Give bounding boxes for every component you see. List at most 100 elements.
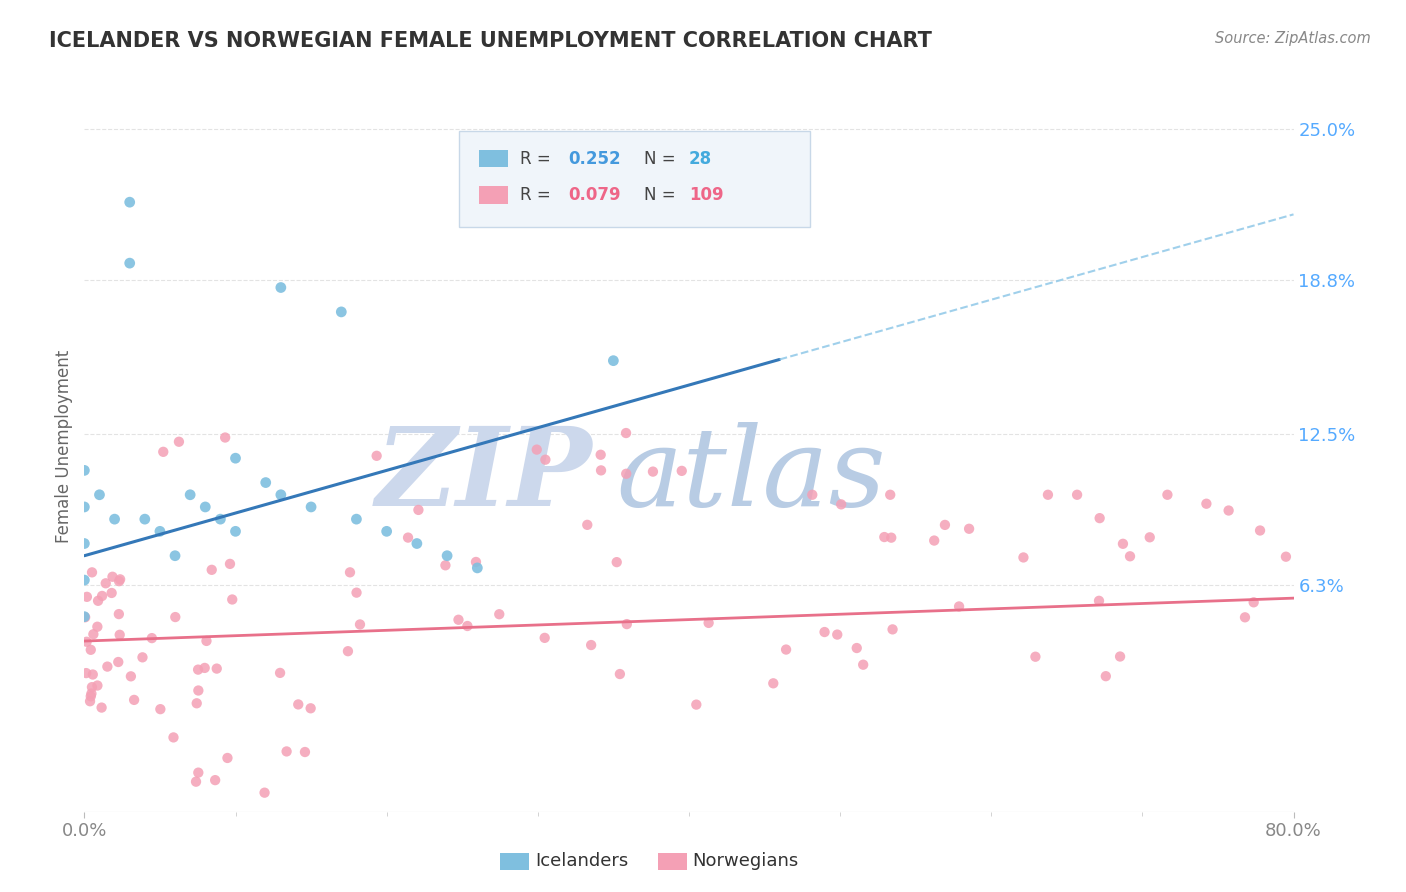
Point	[408, 503, 430, 517]
Text: N =: N =	[644, 186, 681, 204]
Point	[73, 609, 96, 624]
Point	[576, 517, 599, 532]
Point	[434, 558, 457, 573]
Point	[685, 698, 707, 712]
Point	[1233, 610, 1256, 624]
Point	[96, 659, 118, 673]
Point	[456, 619, 478, 633]
Point	[339, 566, 361, 580]
Point	[219, 557, 242, 571]
Point	[186, 696, 208, 710]
Point	[1218, 503, 1240, 517]
Point	[253, 786, 276, 800]
Point	[79, 694, 101, 708]
Point	[299, 701, 322, 715]
Point	[602, 353, 624, 368]
Point	[1243, 595, 1265, 609]
Text: 0.079: 0.079	[568, 186, 620, 204]
Point	[922, 533, 945, 548]
Point	[152, 445, 174, 459]
Point	[179, 488, 201, 502]
Text: atlas: atlas	[616, 422, 886, 529]
Point	[270, 280, 292, 294]
Text: R =: R =	[520, 150, 555, 168]
Point	[467, 561, 489, 575]
Point	[375, 524, 398, 539]
Point	[1094, 669, 1116, 683]
Point	[91, 589, 114, 603]
Point	[73, 463, 96, 477]
Point	[436, 549, 458, 563]
Point	[108, 572, 131, 586]
Point	[214, 430, 236, 444]
Point	[609, 667, 631, 681]
Point	[825, 627, 848, 641]
Point	[131, 650, 153, 665]
Point	[879, 488, 901, 502]
Text: ICELANDER VS NORWEGIAN FEMALE UNEMPLOYMENT CORRELATION CHART: ICELANDER VS NORWEGIAN FEMALE UNEMPLOYME…	[49, 31, 932, 51]
Point	[775, 642, 797, 657]
Point	[73, 573, 96, 587]
Point	[948, 599, 970, 614]
Point	[641, 465, 664, 479]
Point	[762, 676, 785, 690]
Point	[134, 512, 156, 526]
Point	[801, 488, 824, 502]
Point	[813, 625, 835, 640]
Point	[187, 765, 209, 780]
Point	[1156, 488, 1178, 502]
Text: R =: R =	[520, 186, 555, 204]
Point	[225, 524, 247, 539]
Point	[1119, 549, 1142, 564]
Point	[141, 631, 163, 645]
Point	[406, 536, 429, 550]
Point	[86, 679, 108, 693]
Point	[270, 488, 292, 502]
Point	[108, 628, 131, 642]
Point	[80, 566, 103, 580]
Text: Norwegians: Norwegians	[693, 853, 799, 871]
FancyBboxPatch shape	[501, 853, 529, 871]
Point	[104, 512, 127, 526]
Point	[526, 442, 548, 457]
Point	[579, 638, 602, 652]
Point	[108, 574, 131, 589]
Point	[101, 570, 124, 584]
Point	[589, 463, 612, 477]
Point	[221, 592, 243, 607]
Point	[80, 690, 103, 704]
Point	[217, 751, 239, 765]
Point	[194, 661, 217, 675]
Point	[606, 555, 628, 569]
Point	[616, 617, 638, 632]
Point	[149, 524, 172, 539]
Point	[852, 657, 875, 672]
Point	[187, 663, 209, 677]
FancyBboxPatch shape	[478, 186, 508, 204]
Point	[882, 623, 904, 637]
Point	[82, 627, 104, 641]
Point	[614, 425, 637, 440]
Text: Icelanders: Icelanders	[536, 853, 628, 871]
FancyBboxPatch shape	[658, 853, 686, 871]
Point	[346, 585, 368, 599]
Text: 0.252: 0.252	[568, 150, 620, 168]
Point	[276, 744, 298, 758]
Point	[86, 620, 108, 634]
Point	[1088, 511, 1111, 525]
Point	[87, 594, 110, 608]
Point	[1012, 550, 1035, 565]
Point	[100, 586, 122, 600]
FancyBboxPatch shape	[478, 150, 508, 168]
Point	[294, 745, 316, 759]
Point	[162, 731, 184, 745]
Text: 28: 28	[689, 150, 711, 168]
Point	[336, 644, 359, 658]
Point	[934, 517, 956, 532]
Point	[671, 464, 693, 478]
Point	[1036, 488, 1059, 502]
Point	[465, 555, 488, 569]
Point	[873, 530, 896, 544]
Text: ZIP: ZIP	[375, 422, 592, 529]
Point	[73, 500, 96, 514]
